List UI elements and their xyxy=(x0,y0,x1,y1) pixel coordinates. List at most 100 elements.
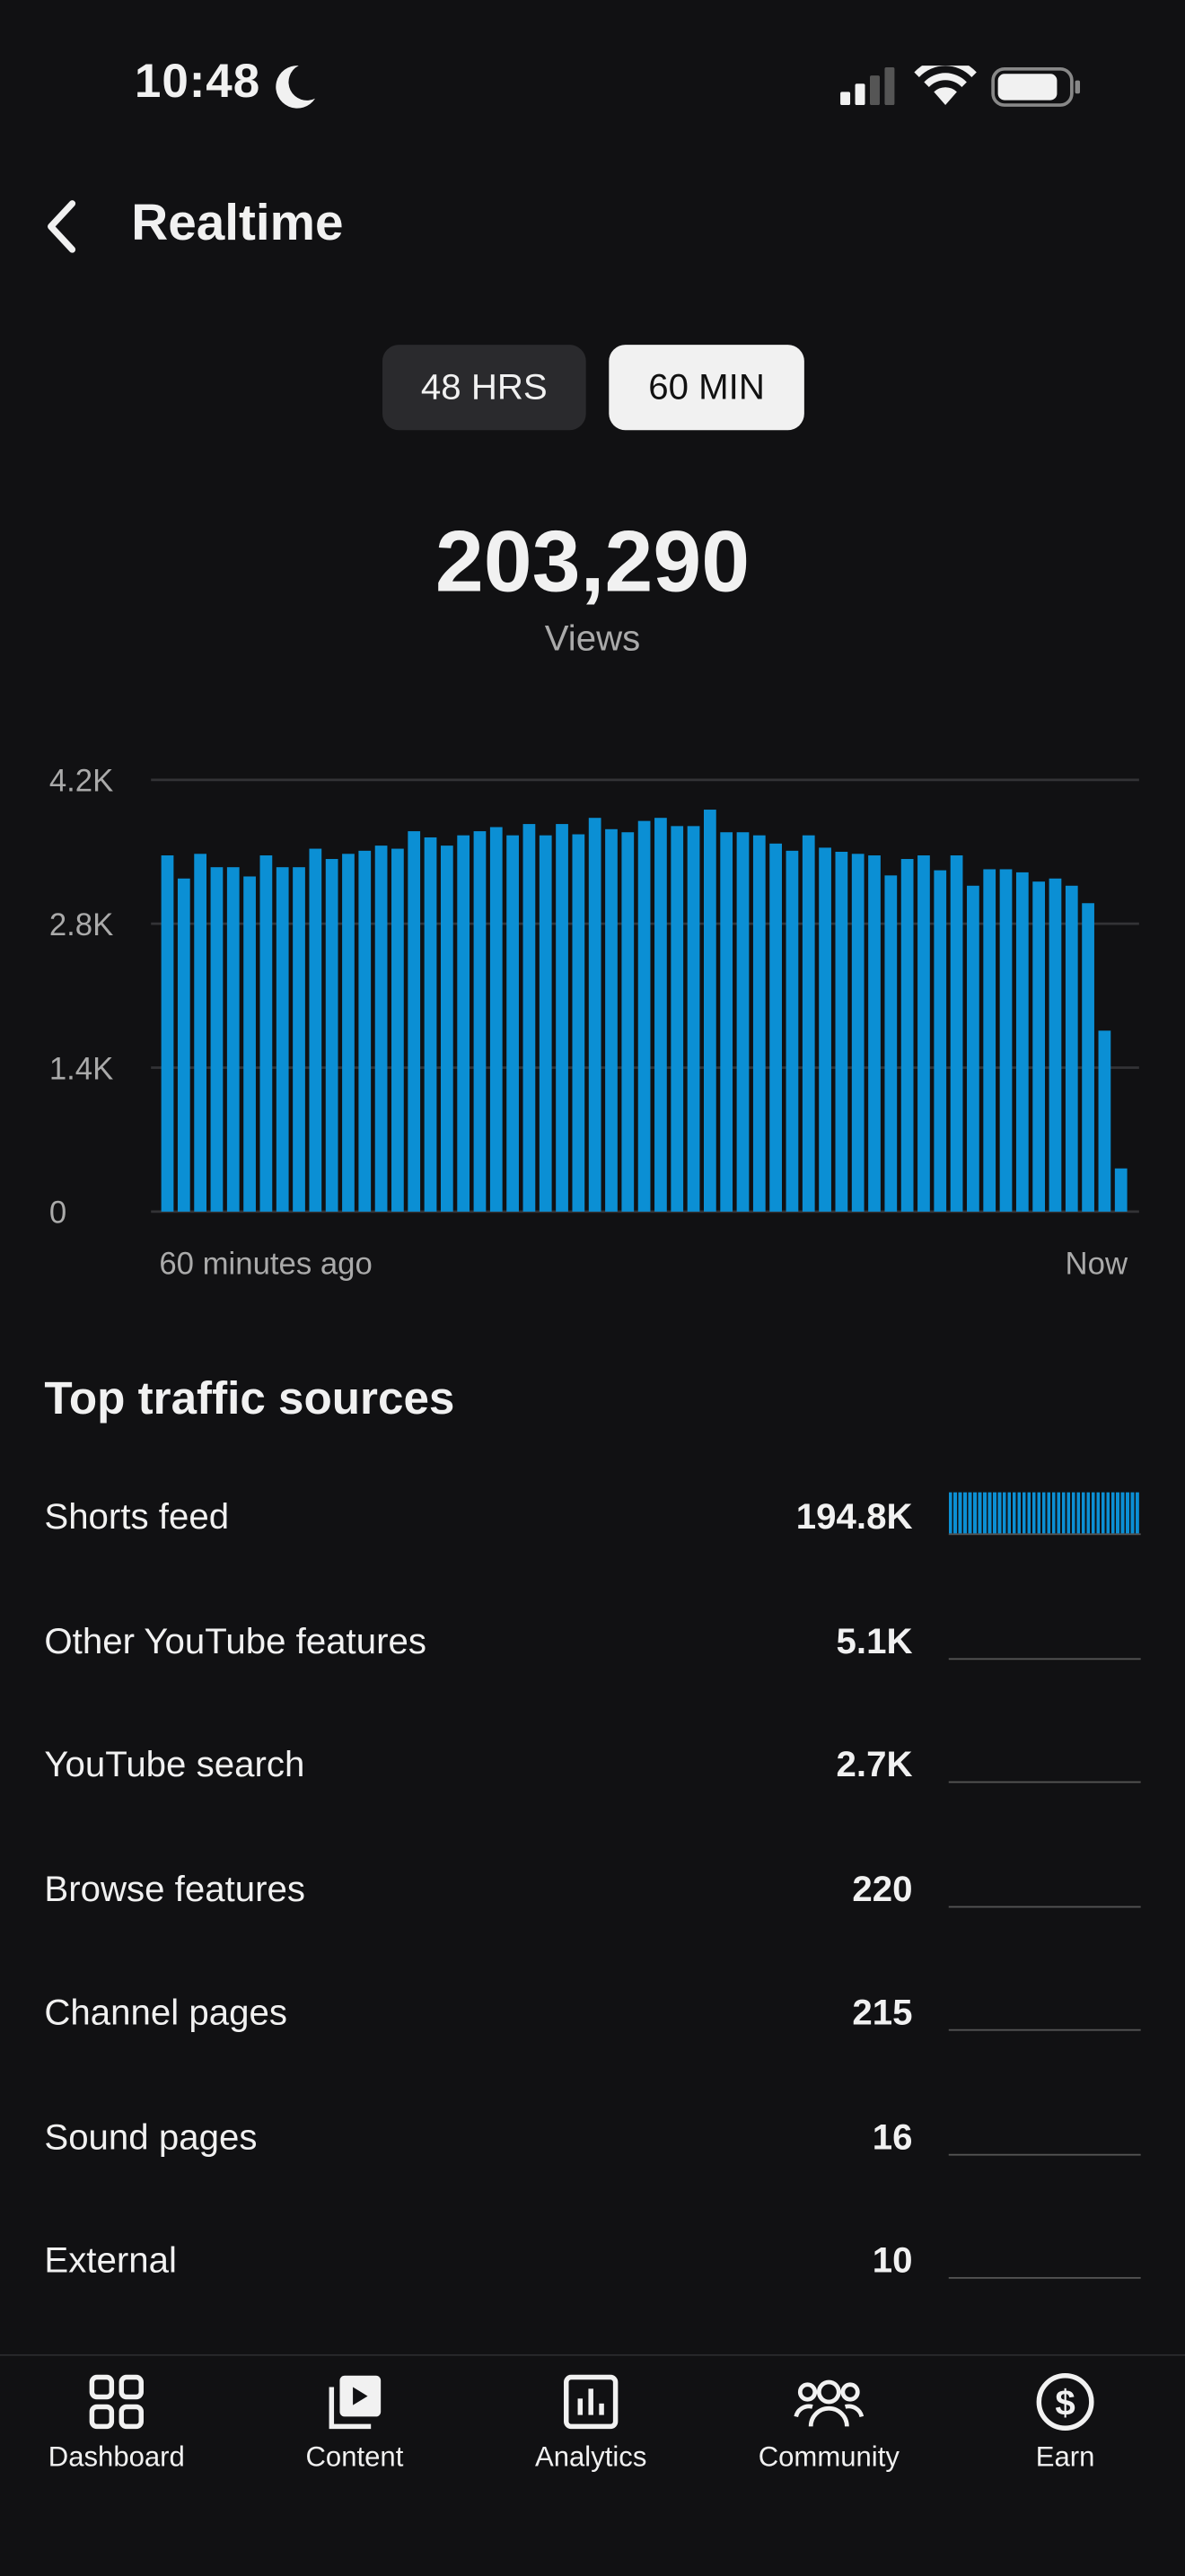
bar xyxy=(391,848,404,1212)
bar xyxy=(671,826,684,1212)
page-title: Realtime xyxy=(131,193,344,251)
nav-analytics[interactable]: Analytics xyxy=(492,2372,689,2474)
bar xyxy=(1082,903,1094,1212)
nav-icon: $ xyxy=(1036,2372,1094,2431)
bar xyxy=(226,867,240,1212)
sparkline-baseline xyxy=(948,1533,1141,1536)
bar xyxy=(687,826,700,1212)
source-name: Channel pages xyxy=(44,1991,287,2033)
y-tick-label: 4.2K xyxy=(49,765,113,799)
chart: 0 1.4K 2.8K 4.2K 60 minutes ago Now xyxy=(49,765,1139,1281)
nav-icon xyxy=(794,2379,865,2427)
nav-dashboard[interactable]: Dashboard xyxy=(18,2372,215,2474)
bar xyxy=(177,878,190,1212)
moon-icon xyxy=(276,66,316,109)
bar xyxy=(440,846,453,1212)
bar xyxy=(950,855,963,1212)
nav-icon xyxy=(329,2375,382,2430)
bar xyxy=(934,870,947,1212)
sparkline-baseline xyxy=(948,1657,1141,1660)
bar xyxy=(752,835,766,1212)
bar xyxy=(720,832,733,1212)
source-name: YouTube search xyxy=(44,1743,305,1785)
nav-icon xyxy=(89,2374,144,2430)
bar xyxy=(621,832,635,1212)
bar xyxy=(654,818,667,1212)
bar xyxy=(1032,881,1046,1212)
bar xyxy=(736,832,750,1212)
sparkline-baseline xyxy=(948,2276,1141,2279)
bar xyxy=(1049,878,1062,1212)
y-tick-label: 0 xyxy=(49,1196,66,1231)
source-value: 194.8K xyxy=(795,1495,913,1538)
nav-icon xyxy=(564,2374,619,2430)
bar xyxy=(424,837,437,1212)
bar xyxy=(1015,872,1029,1212)
source-name: Browse features xyxy=(44,1867,306,1909)
bar xyxy=(243,876,256,1212)
views-label: Views xyxy=(544,617,641,659)
bar xyxy=(999,869,1013,1212)
bar xyxy=(276,867,289,1212)
sparkline-baseline xyxy=(948,2028,1141,2031)
source-value: 220 xyxy=(852,1867,913,1909)
sparkline-bars xyxy=(948,1492,1139,1534)
source-name: Shorts feed xyxy=(44,1495,230,1538)
bar xyxy=(967,885,979,1212)
status-icons xyxy=(840,66,1081,107)
sparkline-baseline xyxy=(948,1905,1141,1907)
sparkline-baseline xyxy=(948,1781,1141,1783)
bar xyxy=(588,818,601,1212)
nav-label: Community xyxy=(758,2440,900,2473)
svg-text:$: $ xyxy=(1055,2383,1075,2423)
source-value: 10 xyxy=(872,2239,913,2281)
bar xyxy=(374,846,388,1212)
y-tick-label: 1.4K xyxy=(49,1052,113,1086)
source-value: 16 xyxy=(872,2115,913,2157)
nav-label: Earn xyxy=(1035,2440,1095,2473)
bar xyxy=(539,835,552,1212)
bar xyxy=(802,835,815,1212)
source-value: 5.1K xyxy=(836,1619,913,1661)
bar xyxy=(851,854,865,1212)
bottom-nav: Dashboard Content Analytics Community $ … xyxy=(0,2353,1185,2576)
y-tick-label: 2.8K xyxy=(49,908,113,942)
bar xyxy=(358,850,372,1212)
nav-earn[interactable]: $ Earn xyxy=(967,2372,1163,2474)
bar xyxy=(1065,885,1078,1212)
bar xyxy=(194,854,206,1212)
bar xyxy=(161,855,174,1212)
bar xyxy=(605,828,618,1212)
toggle-60min[interactable]: 60 MIN xyxy=(609,345,804,431)
bar xyxy=(473,831,487,1212)
source-name: Sound pages xyxy=(44,2115,258,2157)
nav-label: Dashboard xyxy=(48,2440,185,2473)
bar xyxy=(819,847,831,1212)
bar xyxy=(457,835,470,1212)
section-title: Top traffic sources xyxy=(44,1372,455,1424)
bar xyxy=(572,834,585,1212)
bar xyxy=(1098,1030,1111,1212)
bar xyxy=(917,855,930,1212)
source-name: Other YouTube features xyxy=(44,1619,426,1661)
bar xyxy=(1114,1168,1128,1212)
nav-label: Content xyxy=(305,2440,404,2473)
nav-content[interactable]: Content xyxy=(256,2372,452,2474)
bar xyxy=(325,859,338,1212)
source-name: External xyxy=(44,2239,177,2281)
back-button[interactable] xyxy=(40,197,89,256)
bar xyxy=(884,875,898,1212)
total-views: 203,290 xyxy=(434,513,750,611)
source-value: 215 xyxy=(852,1991,913,2033)
bar xyxy=(769,843,782,1212)
sparkline-baseline xyxy=(948,2152,1141,2155)
bar xyxy=(703,810,716,1212)
bar xyxy=(342,854,355,1212)
nav-community[interactable]: Community xyxy=(731,2372,927,2474)
bar xyxy=(637,820,651,1212)
bar xyxy=(868,855,881,1212)
bar xyxy=(556,824,568,1212)
toggle-48hrs[interactable]: 48 HRS xyxy=(382,345,586,431)
